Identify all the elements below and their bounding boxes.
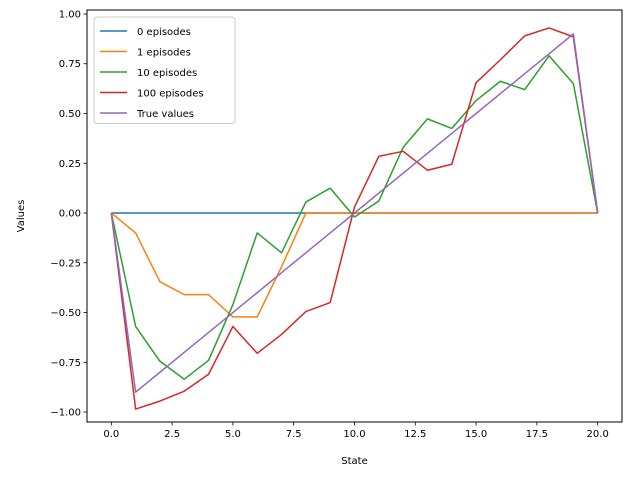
y-axis-label: Values <box>16 200 27 233</box>
y-tick-label: 0.00 <box>59 209 81 220</box>
x-tick-label: 12.5 <box>404 429 426 440</box>
legend-entry-label: 0 episodes <box>137 27 191 38</box>
series-line-2 <box>110 55 599 380</box>
x-axis-label: State <box>341 456 367 467</box>
legend-entry-label: 10 episodes <box>137 68 197 79</box>
x-tick-label: 10.0 <box>343 429 365 440</box>
x-tick-label: 17.5 <box>526 429 548 440</box>
y-tick-label: −0.75 <box>50 358 81 369</box>
y-tick-label: 0.25 <box>59 159 81 170</box>
legend-entry-label: 100 episodes <box>137 89 204 100</box>
y-tick-label: −1.00 <box>50 408 81 419</box>
legend-entry-label: True values <box>136 109 194 120</box>
legend: 0 episodes 1 episodes 10 episodes 100 episo… <box>93 16 236 124</box>
y-tick-label: 1.00 <box>59 9 81 20</box>
x-tick-label: 2.5 <box>164 429 180 440</box>
y-tick-label: 0.50 <box>59 109 81 120</box>
series-line-4 <box>110 33 599 393</box>
x-tick-label: 20.0 <box>587 429 609 440</box>
y-tick-label: −0.25 <box>50 258 81 269</box>
plot-lines <box>110 27 599 410</box>
series-line-3 <box>110 27 599 410</box>
x-axis: 0.0 2.5 5.0 7.5 10.0 12.5 15.0 17.5 20.0 <box>103 422 609 440</box>
x-tick-label: 15.0 <box>465 429 487 440</box>
legend-box <box>93 16 236 124</box>
y-tick-label: 0.75 <box>59 59 81 70</box>
y-axis: −1.00 −0.75 −0.50 −0.25 0.00 0.25 0.50 0.75 1.00 <box>50 9 87 419</box>
y-tick-label: −0.50 <box>50 308 81 319</box>
legend-entry-label: 1 episodes <box>137 48 191 59</box>
x-tick-label: 7.5 <box>286 429 302 440</box>
x-tick-label: 5.0 <box>225 429 241 440</box>
x-tick-label: 0.0 <box>103 429 119 440</box>
